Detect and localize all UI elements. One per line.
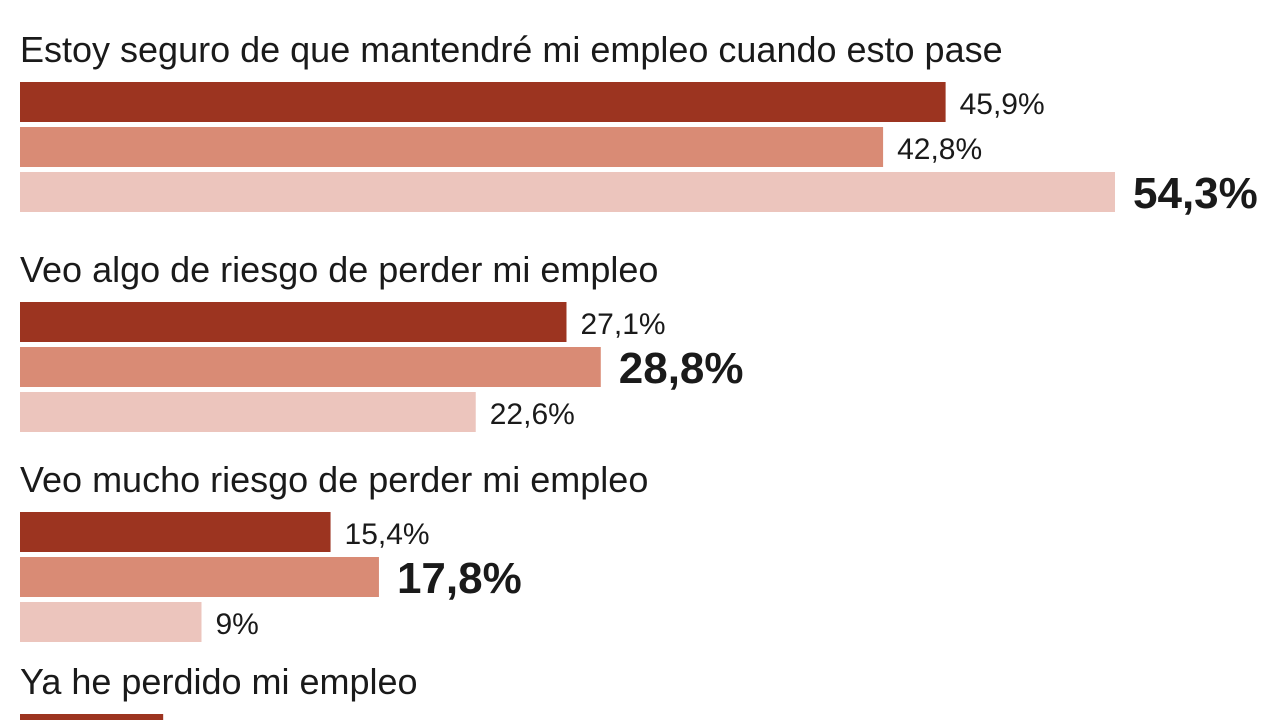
category-label: Veo mucho riesgo de perder mi empleo <box>20 459 648 500</box>
data-label: 17,8% <box>397 554 522 603</box>
bar <box>20 714 164 720</box>
category-label: Veo algo de riesgo de perder mi empleo <box>20 249 658 290</box>
bar <box>20 512 331 552</box>
data-label: 42,8% <box>897 133 982 166</box>
bar <box>20 127 884 167</box>
bar <box>20 302 567 342</box>
data-label: 9% <box>215 608 258 641</box>
bar <box>20 347 601 387</box>
bar <box>20 82 946 122</box>
data-label: 15,4% <box>345 518 430 551</box>
bar <box>20 602 202 642</box>
data-label: 45,9% <box>960 88 1045 121</box>
bar <box>20 557 379 597</box>
category-label: Estoy seguro de que mantendré mi empleo … <box>20 29 1003 70</box>
data-label: 27,1% <box>580 308 665 341</box>
data-label: 28,8% <box>619 344 744 393</box>
bar <box>20 172 1115 212</box>
bar <box>20 392 476 432</box>
data-label: 22,6% <box>490 398 575 431</box>
category-label: Ya he perdido mi empleo <box>20 661 418 702</box>
data-label: 54,3% <box>1133 169 1258 218</box>
